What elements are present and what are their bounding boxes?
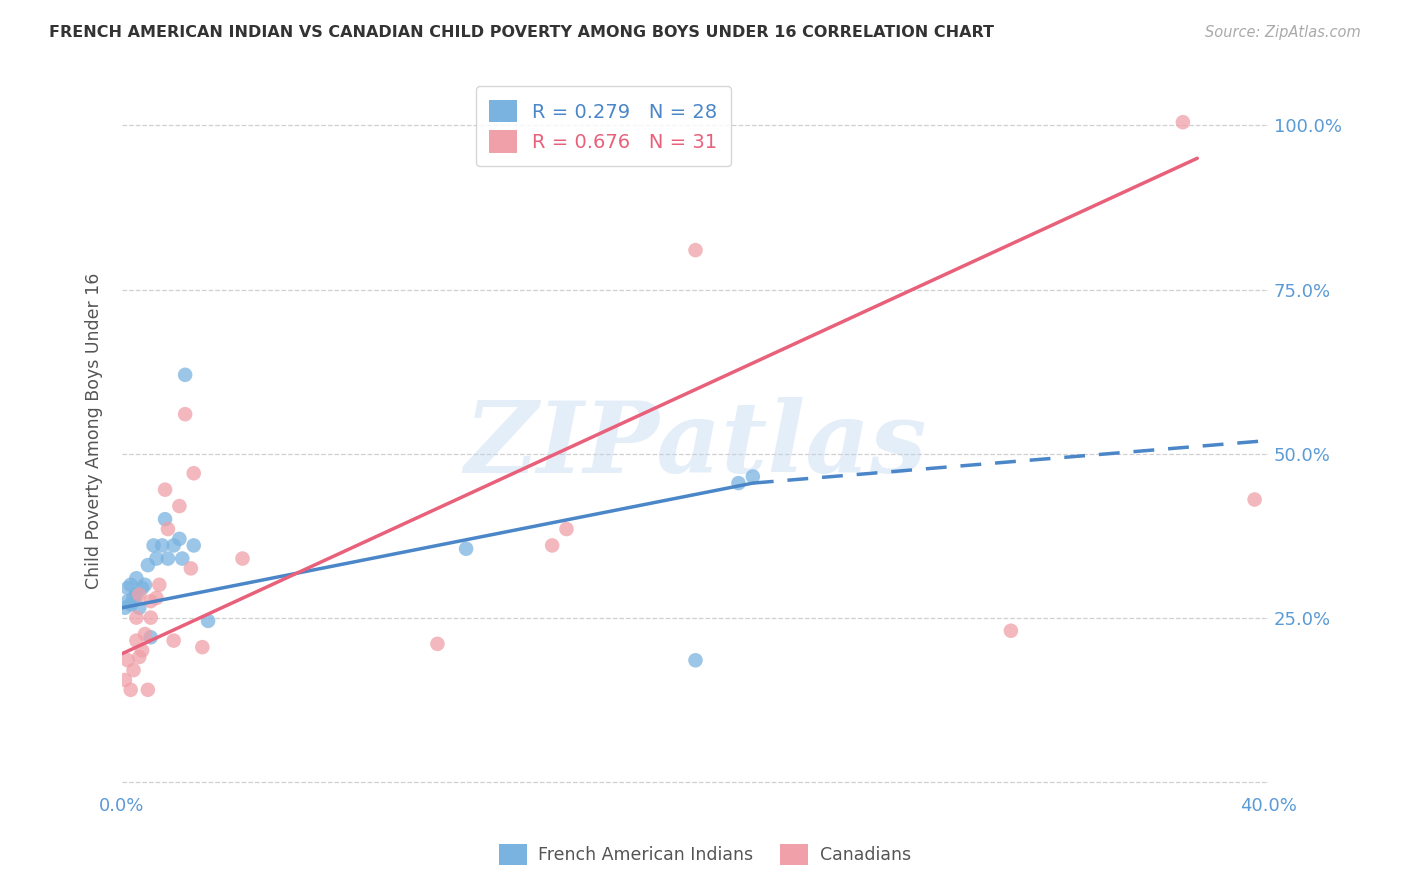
Point xyxy=(120,682,142,697)
Point xyxy=(163,633,186,648)
Point xyxy=(1243,492,1265,507)
Point xyxy=(191,640,214,654)
Point xyxy=(183,538,205,552)
Point xyxy=(1171,115,1194,129)
Point xyxy=(122,663,145,677)
Point xyxy=(117,581,139,595)
Point xyxy=(134,627,156,641)
Text: Canadians: Canadians xyxy=(820,847,911,864)
Point xyxy=(174,407,197,421)
Point xyxy=(150,538,173,552)
Point xyxy=(120,598,142,612)
Point xyxy=(426,637,449,651)
Legend: R = 0.279   N = 28, R = 0.676   N = 31: R = 0.279 N = 28, R = 0.676 N = 31 xyxy=(475,87,731,166)
Point xyxy=(120,578,142,592)
Point xyxy=(727,476,749,491)
Point xyxy=(180,561,202,575)
Point xyxy=(1000,624,1022,638)
Point xyxy=(136,558,159,573)
Point xyxy=(142,538,165,552)
Point xyxy=(136,682,159,697)
Point xyxy=(153,512,176,526)
Point xyxy=(174,368,197,382)
Point xyxy=(117,653,139,667)
Point xyxy=(131,643,153,657)
Point xyxy=(541,538,564,552)
Text: ZIPatlas: ZIPatlas xyxy=(464,397,927,493)
Point xyxy=(125,633,148,648)
Point xyxy=(145,591,167,605)
Point xyxy=(114,673,136,687)
Text: Source: ZipAtlas.com: Source: ZipAtlas.com xyxy=(1205,25,1361,40)
Point xyxy=(156,551,179,566)
Point xyxy=(156,522,179,536)
Point xyxy=(131,581,153,595)
Point xyxy=(122,591,145,605)
Point xyxy=(145,551,167,566)
Point xyxy=(139,630,162,644)
Point xyxy=(117,594,139,608)
Point xyxy=(148,578,170,592)
Point xyxy=(114,600,136,615)
Point xyxy=(134,578,156,592)
Point xyxy=(128,588,150,602)
Point xyxy=(125,571,148,585)
Point xyxy=(741,469,763,483)
Text: French American Indians: French American Indians xyxy=(538,847,754,864)
Y-axis label: Child Poverty Among Boys Under 16: Child Poverty Among Boys Under 16 xyxy=(86,272,103,589)
Point xyxy=(139,610,162,624)
Point xyxy=(128,600,150,615)
Point xyxy=(125,610,148,624)
Point xyxy=(169,532,191,546)
Point xyxy=(685,653,707,667)
Point xyxy=(125,588,148,602)
Text: FRENCH AMERICAN INDIAN VS CANADIAN CHILD POVERTY AMONG BOYS UNDER 16 CORRELATION: FRENCH AMERICAN INDIAN VS CANADIAN CHILD… xyxy=(49,25,994,40)
Point xyxy=(685,243,707,257)
Point xyxy=(555,522,578,536)
Point xyxy=(128,650,150,665)
Point xyxy=(456,541,478,556)
Point xyxy=(163,538,186,552)
Point xyxy=(169,499,191,513)
Point xyxy=(183,467,205,481)
Point xyxy=(153,483,176,497)
Point xyxy=(197,614,219,628)
Point xyxy=(139,594,162,608)
Point xyxy=(172,551,194,566)
Point xyxy=(231,551,253,566)
